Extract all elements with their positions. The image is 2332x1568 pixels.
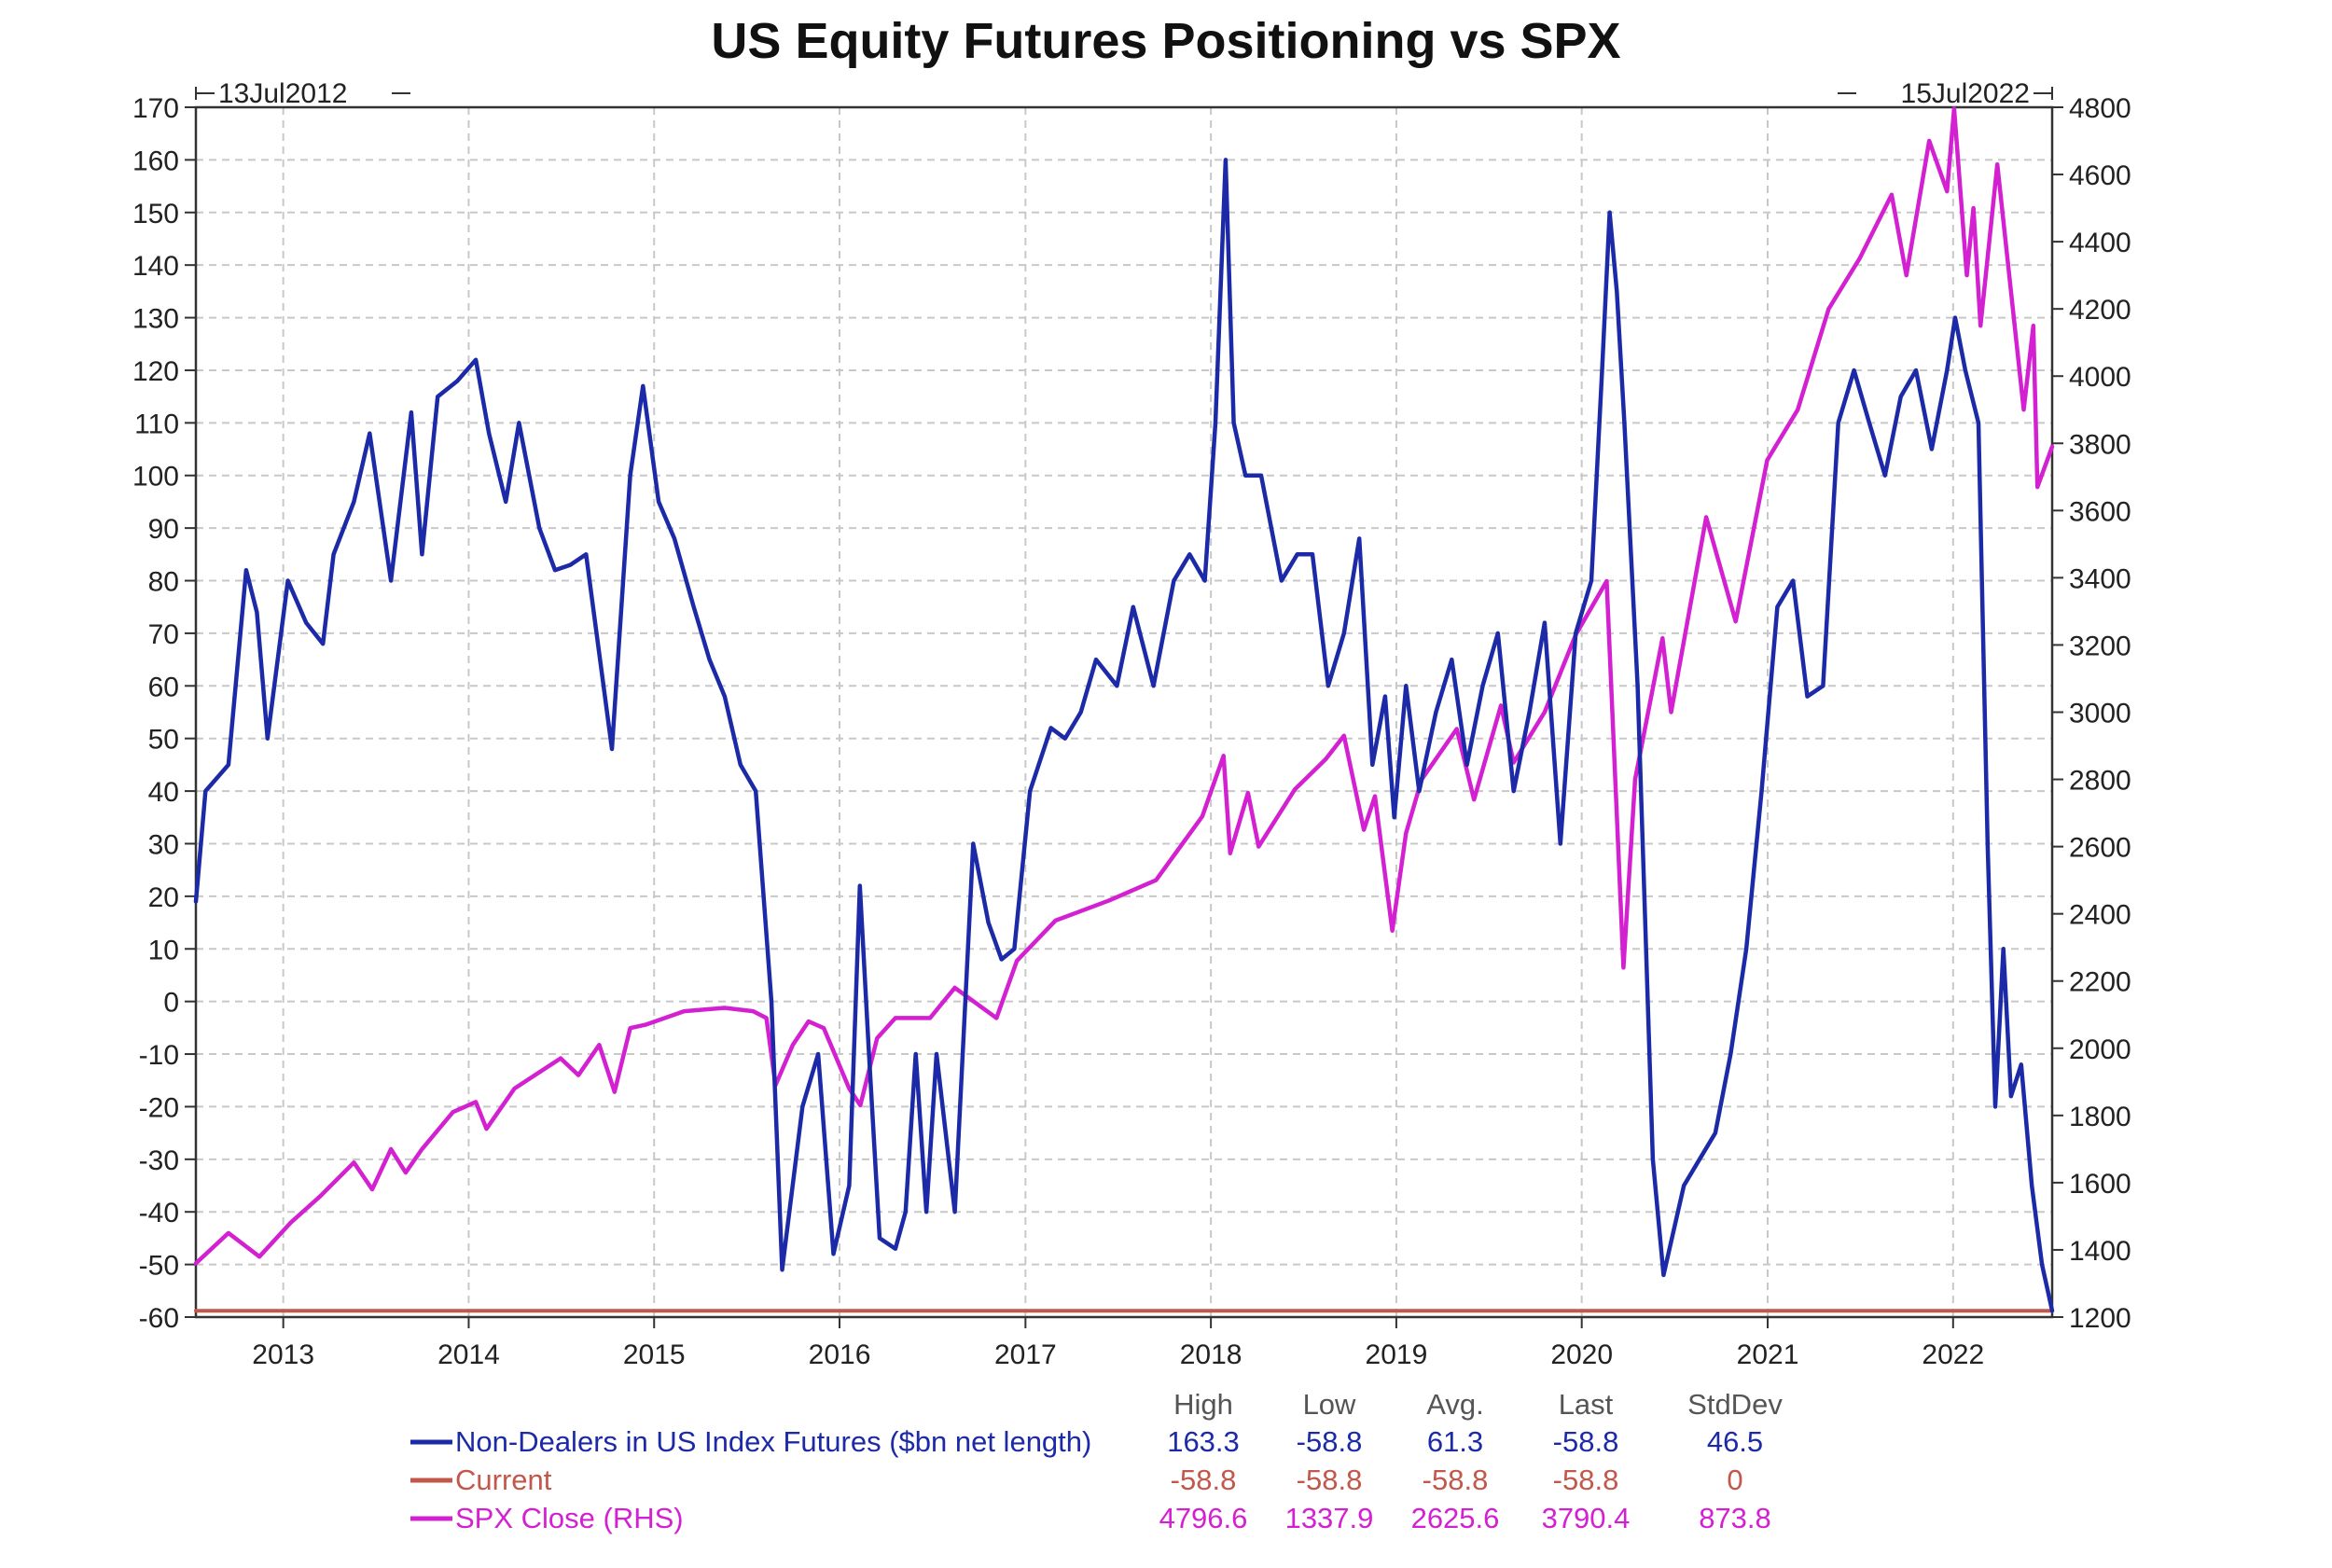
legend-stat-value: -58.8 — [1171, 1464, 1237, 1496]
y-left-tick-label: -60 — [139, 1303, 179, 1334]
y-right-tick-label: 2000 — [2069, 1034, 2131, 1065]
stats-header: High — [1173, 1388, 1233, 1421]
stats-header: StdDev — [1687, 1388, 1783, 1421]
y-left-tick-label: -10 — [139, 1040, 179, 1071]
y-left-tick-label: -40 — [139, 1198, 179, 1228]
legend-stat-value: -58.8 — [1423, 1464, 1489, 1496]
legend-stat-value: -58.8 — [1297, 1464, 1363, 1496]
x-tick-label: 2020 — [1550, 1339, 1613, 1370]
y-left-tick-label: 20 — [148, 882, 179, 913]
legend-label: Current — [455, 1464, 552, 1496]
y-left-tick-label: -20 — [139, 1092, 179, 1123]
y-left-tick-label: 10 — [148, 935, 179, 965]
x-tick-label: 2014 — [437, 1339, 500, 1370]
y-left-tick-label: 140 — [132, 251, 179, 282]
stats-header: Last — [1559, 1388, 1614, 1421]
y-left-tick-label: 120 — [132, 356, 179, 387]
y-left-tick-label: 80 — [148, 567, 179, 598]
y-left-tick-label: -50 — [139, 1251, 179, 1282]
chart-title: US Equity Futures Positioning vs SPX — [711, 13, 1620, 69]
x-tick-label: 2017 — [994, 1339, 1057, 1370]
legend-stat-value: 3790.4 — [1542, 1502, 1631, 1534]
legend-stat-value: 873.8 — [1699, 1502, 1771, 1534]
y-right-tick-label: 1400 — [2069, 1236, 2131, 1267]
y-left-tick-label: 160 — [132, 146, 179, 176]
y-left-tick-label: 30 — [148, 829, 179, 860]
legend-stat-value: -58.8 — [1553, 1425, 1619, 1458]
y-left-tick-label: 170 — [132, 93, 179, 124]
y-right-tick-label: 1200 — [2069, 1303, 2131, 1334]
y-right-tick-label: 1800 — [2069, 1102, 2131, 1132]
series-line-3 — [193, 106, 2055, 1266]
x-tick-label: 2013 — [252, 1339, 314, 1370]
stats-header: Low — [1303, 1388, 1356, 1421]
y-right-tick-label: 2400 — [2069, 900, 2131, 931]
y-right-tick-label: 3000 — [2069, 699, 2131, 729]
legend-stat-value: -58.8 — [1553, 1464, 1619, 1496]
y-right-tick-label: 4400 — [2069, 228, 2131, 258]
y-right-tick-label: 2200 — [2069, 967, 2131, 998]
legend-label: Non-Dealers in US Index Futures ($bn net… — [455, 1425, 1091, 1458]
y-left-tick-label: -30 — [139, 1145, 179, 1176]
legend-label: SPX Close (RHS) — [455, 1502, 684, 1534]
x-tick-label: 2022 — [1922, 1339, 1984, 1370]
x-tick-label: 2018 — [1180, 1339, 1242, 1370]
y-right-tick-label: 1600 — [2069, 1169, 2131, 1200]
y-right-tick-label: 3600 — [2069, 496, 2131, 527]
stats-header: Avg. — [1426, 1388, 1483, 1421]
y-left-tick-label: 0 — [163, 988, 179, 1019]
y-left-tick-label: 150 — [132, 199, 179, 229]
y-right-tick-label: 3200 — [2069, 631, 2131, 661]
y-left-tick-label: 70 — [148, 619, 179, 650]
y-left-tick-label: 130 — [132, 304, 179, 335]
y-right-tick-label: 4200 — [2069, 295, 2131, 326]
y-right-tick-label: 2800 — [2069, 766, 2131, 797]
legend: High Low Avg. Last StdDev Non-Dealers in US I… — [410, 1388, 1783, 1534]
legend-stat-value: 46.5 — [1707, 1425, 1763, 1458]
legend-stat-value: 2625.6 — [1411, 1502, 1500, 1534]
range-end-label: 15Jul2022 — [1901, 78, 2030, 109]
legend-stat-value: 4796.6 — [1159, 1502, 1248, 1534]
y-left-tick-label: 40 — [148, 777, 179, 808]
y-right-tick-label: 4600 — [2069, 160, 2131, 191]
x-tick-label: 2015 — [623, 1339, 686, 1370]
x-tick-label: 2019 — [1366, 1339, 1428, 1370]
legend-stat-value: -58.8 — [1297, 1425, 1363, 1458]
y-left-tick-label: 100 — [132, 462, 179, 493]
plot-area: -60 -50 -40 -30 -20 -10 0 10 20 30 40 50 60 70 80 90 100… — [132, 78, 2131, 1370]
legend-stat-value: 163.3 — [1167, 1425, 1240, 1458]
x-tick-label: 2021 — [1737, 1339, 1799, 1370]
legend-stat-value: 61.3 — [1427, 1425, 1483, 1458]
x-tick-label: 2016 — [809, 1339, 871, 1370]
legend-stat-value: 0 — [1727, 1464, 1742, 1496]
y-right-tick-label: 4800 — [2069, 93, 2131, 124]
y-left-tick-label: 60 — [148, 672, 179, 702]
y-left-tick-label: 110 — [134, 409, 179, 439]
series-line-1 — [193, 158, 2055, 1313]
y-left-tick-label: 50 — [148, 725, 179, 756]
y-right-tick-label: 3400 — [2069, 563, 2131, 594]
y-left-tick-label: 90 — [148, 514, 179, 545]
range-start-label: 13Jul2012 — [218, 78, 347, 109]
y-right-tick-label: 4000 — [2069, 362, 2131, 393]
y-right-tick-label: 3800 — [2069, 429, 2131, 460]
legend-stat-value: 1337.9 — [1285, 1502, 1374, 1534]
y-right-tick-label: 2600 — [2069, 833, 2131, 864]
plot-background — [196, 107, 2052, 1317]
